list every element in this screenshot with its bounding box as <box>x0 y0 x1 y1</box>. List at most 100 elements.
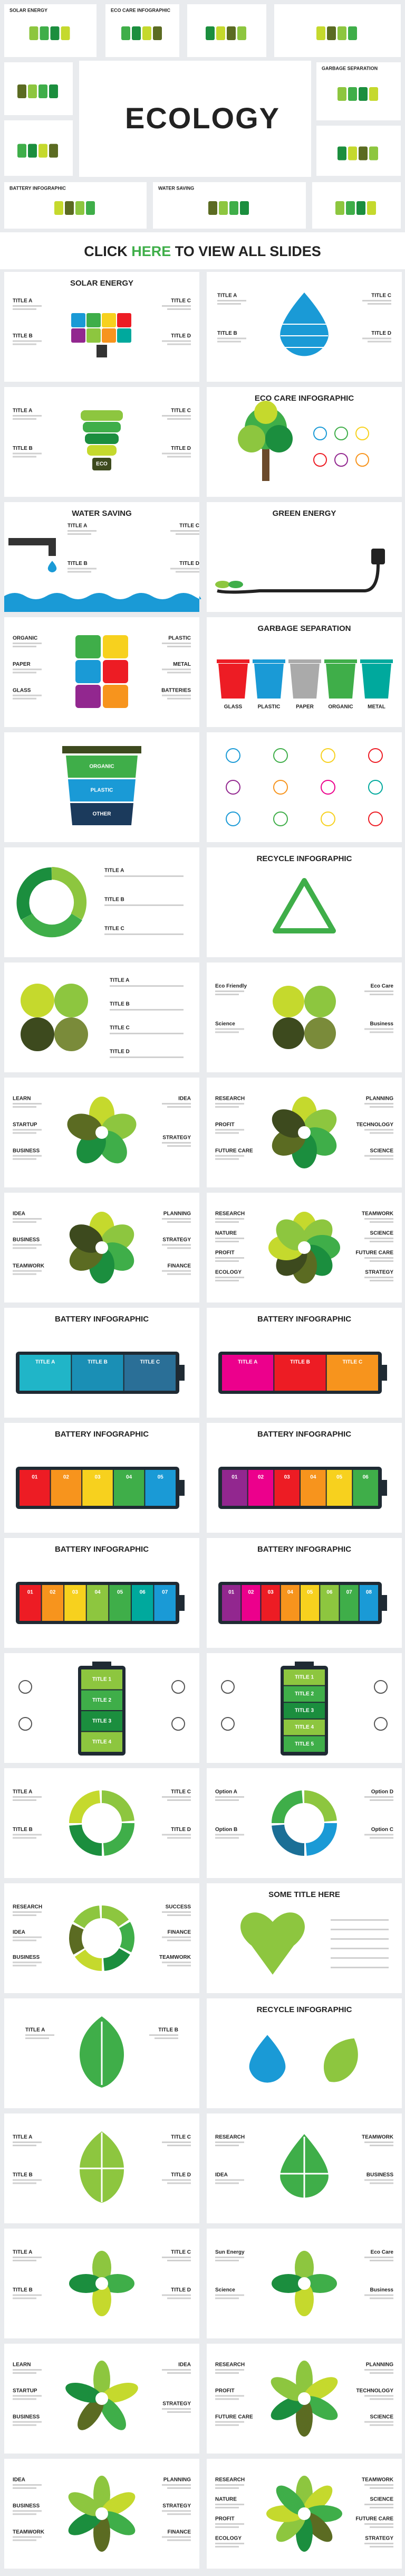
title-panel <box>79 61 311 177</box>
lorem-line <box>13 2294 42 2296</box>
label: TITLE D <box>171 333 191 339</box>
lorem-line <box>162 2179 191 2181</box>
lorem-line <box>162 1270 191 1272</box>
lorem-line <box>364 1257 393 1259</box>
label: TITLE C <box>179 523 199 529</box>
tile <box>75 660 101 683</box>
lorem-line <box>176 533 199 535</box>
petal-center <box>298 2277 311 2290</box>
battery-tip <box>382 1365 387 1381</box>
slide-card <box>207 502 402 612</box>
label: Eco Care <box>371 984 394 989</box>
petal-center <box>298 2507 311 2520</box>
lorem-line <box>13 646 36 647</box>
lorem-line <box>215 1837 239 1839</box>
label: 07 <box>162 1590 168 1596</box>
quadrant <box>54 1017 88 1051</box>
label: TITLE A <box>13 1789 32 1795</box>
cta[interactable]: CLICK HERE TO VIEW ALL SLIDES <box>84 243 321 259</box>
cta-after[interactable]: TO VIEW ALL SLIDES <box>175 243 321 259</box>
water-drop <box>47 561 57 572</box>
label: IDEA <box>215 2172 228 2178</box>
lorem-line <box>215 1158 239 1160</box>
slide-title: BATTERY INFOGRAPHIC <box>257 1430 351 1439</box>
label: TITLE C <box>171 408 191 414</box>
cta-link[interactable]: HERE <box>131 243 171 259</box>
lorem-line <box>68 533 91 535</box>
quadrant <box>21 984 54 1017</box>
label: 05 <box>336 1475 343 1480</box>
battery-cell <box>42 1585 64 1621</box>
cta-before[interactable]: CLICK <box>84 243 128 259</box>
lorem-line <box>13 1129 42 1131</box>
recycle-arrow <box>21 913 82 938</box>
slide-card <box>207 963 402 1072</box>
label: TITLE A <box>104 868 124 874</box>
lorem-line <box>167 2513 191 2515</box>
petal <box>272 1109 306 1138</box>
label: ORGANIC <box>13 636 37 641</box>
label: 04 <box>310 1475 316 1480</box>
thumbnail-shape <box>338 87 346 101</box>
petal <box>295 2251 314 2285</box>
ring-segment <box>69 1790 134 1856</box>
lorem-line <box>167 1221 191 1223</box>
lorem-line <box>215 2257 244 2258</box>
battery-cell <box>81 1732 122 1752</box>
thumbnail-shape <box>356 201 365 215</box>
ring-segment <box>69 1790 134 1856</box>
thumbnail-shape <box>369 146 378 161</box>
icon <box>321 812 335 826</box>
label: IDEA <box>13 2477 25 2483</box>
slide-card <box>4 272 199 382</box>
lorem-line <box>162 2369 191 2371</box>
label: TITLE A <box>110 978 129 984</box>
battery-tip <box>92 1662 111 1667</box>
battery-cell <box>359 1585 378 1621</box>
label: STRATEGY <box>162 2401 191 2407</box>
icon <box>273 748 288 763</box>
lorem-line <box>364 1218 393 1220</box>
lorem-line <box>13 1218 42 1220</box>
label: TITLE D <box>171 2287 191 2293</box>
lorem-line <box>13 672 36 674</box>
battery-cell <box>131 1585 153 1621</box>
battery-cell <box>20 1585 41 1621</box>
slide-title: GARBAGE SEPARATION <box>258 624 351 633</box>
lorem-line <box>364 2369 393 2371</box>
lorem-line <box>13 643 42 644</box>
thumbnail-shape <box>121 26 130 40</box>
ring-segment <box>69 1790 134 1856</box>
lorem-line <box>217 341 241 343</box>
battery-cell <box>326 1470 352 1506</box>
lorem-line <box>162 2141 191 2143</box>
petal <box>65 2383 102 2403</box>
icon <box>171 1680 185 1694</box>
label: TITLE 5 <box>295 1741 314 1747</box>
label: TITLE C <box>110 1025 130 1031</box>
lorem-line <box>167 1965 191 1967</box>
battery-cell <box>242 1585 261 1621</box>
thumbnail-shape <box>348 26 357 40</box>
lorem-line <box>162 452 191 455</box>
lorem-line <box>13 2513 36 2515</box>
label: Sun Energy <box>215 2250 245 2256</box>
petal <box>78 2398 104 2430</box>
lorem-line <box>370 2424 393 2426</box>
lorem-line <box>162 305 191 307</box>
label: 01 <box>27 1590 34 1596</box>
lorem-line <box>13 1132 36 1134</box>
petal-center <box>298 2392 311 2405</box>
label: TITLE C <box>104 926 124 932</box>
icon <box>221 1680 235 1694</box>
lorem-line <box>215 1103 244 1105</box>
thumbnail-shape <box>75 201 84 215</box>
label: GLASS <box>224 704 243 710</box>
petal <box>272 2274 305 2293</box>
cta-band[interactable] <box>0 232 405 269</box>
lorem-line <box>13 1911 42 1913</box>
label: TITLE B <box>13 446 33 451</box>
slide-card <box>4 847 199 957</box>
water-drop <box>249 2035 286 2083</box>
lorem-line <box>215 1257 244 1259</box>
